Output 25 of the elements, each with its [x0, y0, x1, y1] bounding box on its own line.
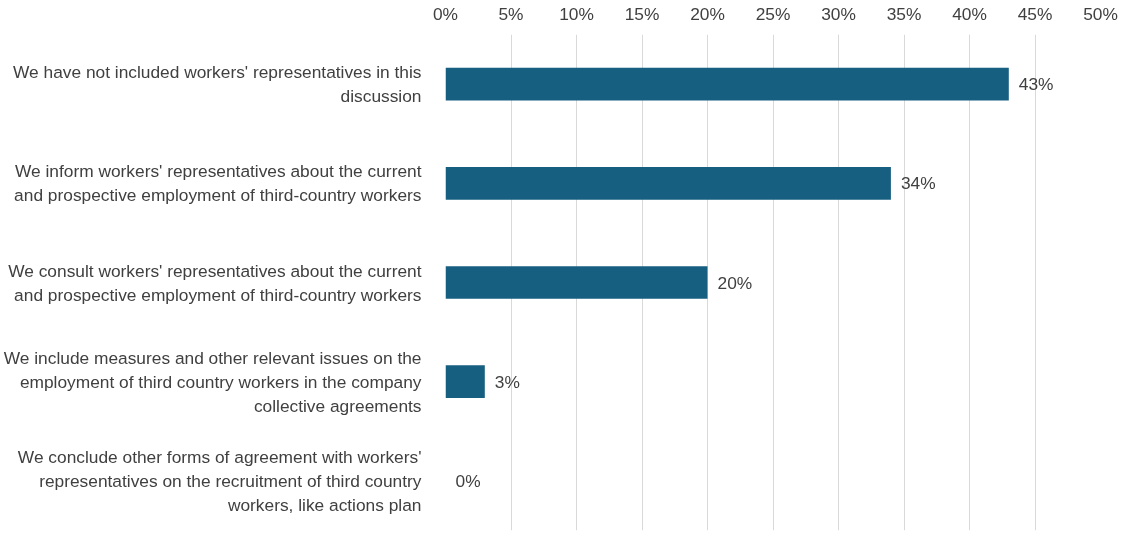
bar — [445, 266, 708, 299]
bar — [445, 166, 891, 200]
x-tick-label: 50% — [1083, 3, 1118, 24]
x-tick-label: 15% — [624, 3, 660, 24]
x-tick-label: 30% — [821, 3, 856, 24]
x-tick-label: 40% — [952, 3, 987, 24]
bar — [445, 365, 485, 399]
x-tick-label: 10% — [559, 3, 594, 24]
data-label: 3% — [494, 371, 520, 392]
y-tick-label: We consult workers' representatives about the current and prospective employment of third-country workers — [8, 260, 422, 305]
y-tick-label: We have not included workers' representatives in this discussion — [13, 62, 422, 107]
x-tick-label: 5% — [498, 3, 524, 24]
x-tick-label: 25% — [755, 3, 791, 24]
y-tick-label: We conclude other forms of agreement with workers' representatives on the recruitment of third country workers, like actions plan — [17, 446, 422, 515]
y-tick-label: We include measures and other relevant issues on the employment of third country workers in the company collective agreements — [3, 347, 422, 416]
data-label: 0% — [455, 470, 481, 491]
x-tick-label: 20% — [690, 3, 725, 24]
x-tick-label: 35% — [886, 3, 922, 24]
bar — [445, 67, 1009, 101]
x-tick-label: 0% — [432, 3, 459, 24]
y-tick-label: We inform workers' representatives about the current and prospective employment of third-country workers — [14, 161, 422, 206]
data-label: 43% — [1018, 74, 1054, 95]
x-tick-label: 45% — [1017, 3, 1053, 24]
data-label: 20% — [717, 272, 753, 293]
data-label: 34% — [900, 173, 936, 194]
